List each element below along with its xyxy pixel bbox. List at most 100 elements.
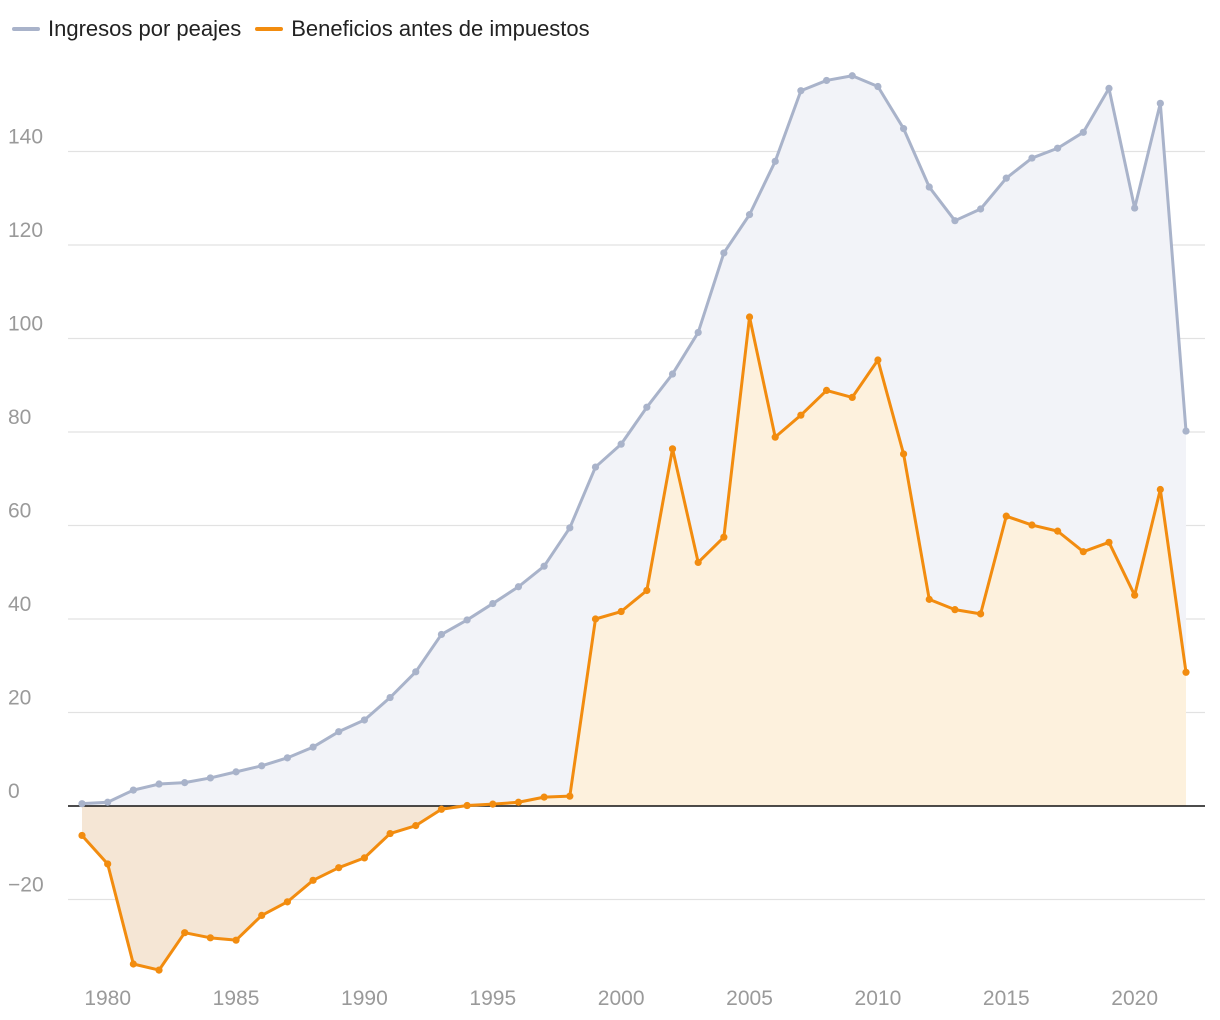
point-ingresos-2006[interactable]: [771, 157, 779, 165]
point-ingresos-1987[interactable]: [283, 754, 291, 762]
point-beneficios-2003[interactable]: [694, 558, 702, 567]
point-ingresos-2016[interactable]: [1028, 154, 1036, 162]
point-ingresos-1995[interactable]: [489, 599, 497, 608]
point-ingresos-2012[interactable]: [925, 183, 933, 191]
legend-label-ingresos: Ingresos por peajes: [48, 16, 242, 41]
y-tick-label-100: 100: [8, 313, 43, 336]
point-beneficios-2010[interactable]: [874, 356, 882, 364]
point-beneficios-2000[interactable]: [617, 607, 625, 616]
point-beneficios-2008[interactable]: [822, 386, 831, 394]
x-tick-label-2015: 2015: [983, 987, 1030, 1010]
point-ingresos-2013[interactable]: [951, 217, 959, 225]
point-beneficios-2011[interactable]: [899, 450, 908, 458]
point-beneficios-1991[interactable]: [386, 829, 394, 838]
point-ingresos-1999[interactable]: [591, 463, 600, 471]
point-beneficios-1997[interactable]: [540, 793, 548, 801]
point-ingresos-1996[interactable]: [514, 583, 523, 591]
point-beneficios-2012[interactable]: [925, 595, 933, 603]
point-ingresos-1990[interactable]: [360, 716, 369, 724]
point-ingresos-2003[interactable]: [694, 328, 702, 337]
point-beneficios-2002[interactable]: [668, 445, 677, 453]
point-beneficios-2015[interactable]: [1002, 512, 1010, 520]
point-ingresos-2022[interactable]: [1182, 427, 1190, 435]
point-ingresos-1992[interactable]: [412, 668, 420, 676]
point-ingresos-2007[interactable]: [797, 87, 805, 95]
point-ingresos-2004[interactable]: [720, 249, 728, 257]
point-beneficios-1988[interactable]: [309, 876, 317, 884]
point-beneficios-1979[interactable]: [78, 831, 86, 840]
point-ingresos-1980[interactable]: [104, 798, 112, 806]
point-beneficios-2022[interactable]: [1182, 668, 1190, 676]
point-beneficios-1995[interactable]: [489, 800, 497, 808]
point-ingresos-2019[interactable]: [1105, 84, 1113, 92]
point-ingresos-1989[interactable]: [335, 728, 343, 736]
point-ingresos-2010[interactable]: [874, 82, 882, 91]
point-ingresos-1988[interactable]: [309, 743, 317, 751]
point-beneficios-2005[interactable]: [745, 313, 754, 321]
point-ingresos-2008[interactable]: [822, 76, 831, 85]
point-beneficios-1986[interactable]: [258, 911, 266, 919]
line-beneficios: [80, 315, 1188, 972]
point-ingresos-2009[interactable]: [848, 72, 856, 80]
point-beneficios-2019[interactable]: [1105, 538, 1113, 546]
point-ingresos-2002[interactable]: [668, 370, 677, 378]
point-ingresos-1979[interactable]: [78, 800, 86, 808]
point-beneficios-2021[interactable]: [1156, 485, 1164, 494]
point-ingresos-2015[interactable]: [1002, 174, 1010, 182]
point-ingresos-1982[interactable]: [155, 780, 163, 788]
point-beneficios-2001[interactable]: [643, 586, 651, 595]
x-tick-label-1985: 1985: [213, 987, 260, 1010]
point-ingresos-1997[interactable]: [540, 562, 548, 570]
point-ingresos-2011[interactable]: [899, 124, 908, 133]
point-ingresos-1993[interactable]: [437, 630, 446, 639]
legend-item-beneficios[interactable]: Beneficios antes de impuestos: [255, 16, 590, 42]
point-ingresos-2000[interactable]: [617, 440, 625, 448]
point-beneficios-1984[interactable]: [206, 934, 214, 942]
point-ingresos-1991[interactable]: [386, 693, 394, 702]
point-ingresos-2017[interactable]: [1054, 144, 1062, 152]
point-beneficios-1992[interactable]: [412, 822, 420, 830]
point-beneficios-2013[interactable]: [951, 606, 959, 614]
point-ingresos-2018[interactable]: [1079, 128, 1087, 136]
point-beneficios-2007[interactable]: [797, 411, 805, 419]
point-ingresos-1985[interactable]: [232, 768, 240, 776]
point-beneficios-1982[interactable]: [155, 966, 163, 974]
point-ingresos-1994[interactable]: [463, 616, 471, 624]
point-beneficios-2006[interactable]: [771, 433, 779, 441]
legend-item-ingresos[interactable]: Ingresos por peajes: [12, 16, 241, 42]
point-ingresos-1984[interactable]: [206, 774, 214, 782]
point-beneficios-1999[interactable]: [591, 615, 600, 623]
point-beneficios-2018[interactable]: [1079, 548, 1087, 556]
point-beneficios-2014[interactable]: [977, 610, 985, 618]
point-beneficios-1989[interactable]: [335, 864, 343, 872]
point-beneficios-2020[interactable]: [1131, 591, 1139, 599]
point-beneficios-1983[interactable]: [181, 929, 189, 937]
point-beneficios-2017[interactable]: [1054, 527, 1062, 535]
point-ingresos-1986[interactable]: [258, 762, 266, 770]
point-beneficios-1981[interactable]: [129, 960, 137, 968]
area-beneficios-negative: [82, 806, 1186, 971]
point-beneficios-1996[interactable]: [514, 798, 523, 806]
point-ingresos-2005[interactable]: [745, 211, 754, 219]
point-beneficios-2016[interactable]: [1028, 521, 1036, 529]
x-tick-label-2020: 2020: [1111, 987, 1158, 1010]
point-ingresos-2020[interactable]: [1131, 204, 1139, 212]
point-beneficios-1994[interactable]: [463, 801, 471, 810]
point-ingresos-1981[interactable]: [129, 786, 137, 794]
point-ingresos-2014[interactable]: [977, 205, 985, 213]
point-ingresos-2001[interactable]: [643, 403, 651, 411]
point-beneficios-1993[interactable]: [437, 805, 446, 813]
point-ingresos-2021[interactable]: [1156, 99, 1164, 107]
point-beneficios-2004[interactable]: [720, 533, 728, 541]
x-tick-label-2005: 2005: [726, 987, 773, 1010]
point-beneficios-1985[interactable]: [232, 936, 240, 944]
point-beneficios-1987[interactable]: [283, 898, 291, 906]
point-beneficios-1998[interactable]: [566, 792, 574, 800]
point-ingresos-1998[interactable]: [566, 524, 574, 532]
point-beneficios-2009[interactable]: [848, 393, 856, 402]
area-beneficios-positive: [82, 316, 1186, 806]
point-beneficios-1980[interactable]: [104, 860, 112, 868]
point-ingresos-1983[interactable]: [181, 779, 189, 787]
point-beneficios-1990[interactable]: [360, 854, 369, 862]
